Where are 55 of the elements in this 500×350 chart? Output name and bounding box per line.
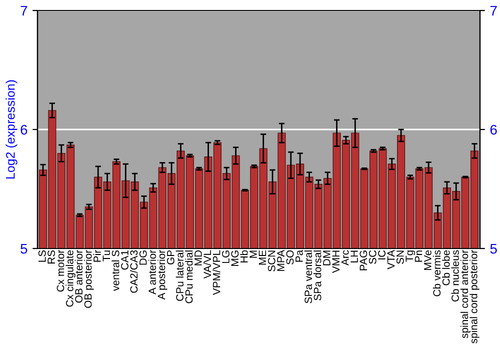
x-tick-label: ventral S (112, 250, 120, 291)
x-tick-label: VPM/VPL (212, 250, 220, 295)
x-tick-label: spinal cord anterior (460, 250, 470, 338)
x-tick-label: ME (258, 250, 266, 265)
y-tick-label: 7 (20, 6, 28, 16)
x-tick-label: LG (222, 250, 230, 263)
x-tick-label: SN (396, 250, 404, 264)
x-tick-label: RS (48, 250, 55, 264)
x-tick-label: Hb (240, 250, 248, 262)
x-tick-label: PAG (360, 250, 368, 270)
x-tick-label: GP (166, 250, 174, 264)
x-tick-label: VA/VL (203, 250, 212, 279)
x-tick-label: OB posterior (84, 250, 94, 308)
y-tick-label: 6 (20, 124, 28, 135)
x-tick-label: VTA (387, 250, 395, 270)
x-tick-label: spinal cord posterior (470, 250, 480, 344)
x-tick-label: Tu (102, 250, 110, 262)
x-tick-label: Cb vermis (432, 250, 441, 296)
x-tick-label: CA1 (121, 250, 128, 270)
x-tick-label: IC (378, 250, 386, 260)
x-tick-label: SPa dorsal (314, 250, 322, 300)
x-tick-label: MPA (277, 250, 284, 271)
y-tick-label: 5 (20, 244, 28, 254)
x-tick-label: LS (38, 250, 46, 262)
x-tick-label: Pir (93, 250, 101, 262)
x-tick-label: Pa (296, 250, 303, 262)
x-tick-label: VMH (332, 250, 340, 273)
x-tick-label: CPu lateral (176, 250, 184, 301)
x-tick-label: Cx motor (56, 250, 64, 292)
x-tick-label: LH (350, 250, 358, 262)
x-tick-label: DG (139, 250, 147, 265)
y-axis-title: Log2 (expression) (6, 80, 18, 178)
x-tick-label: Cb nucleus (451, 250, 459, 302)
x-tick-label: M (250, 250, 257, 258)
x-tick-label: CA2/CA3 (130, 250, 138, 293)
x-tick-label: DM (323, 250, 330, 266)
x-tick-label: A posterior (158, 250, 168, 300)
x-tick-label: SCN (268, 250, 276, 272)
y2-tick-label: 5 (490, 244, 497, 254)
x-tick-label: SO (286, 250, 294, 264)
y2-tick-label: 6 (490, 124, 497, 135)
x-tick-label: A anterior (148, 250, 156, 294)
x-tick-label: SPa ventral (304, 250, 312, 304)
x-tick-label: CPu medial (185, 250, 193, 304)
x-tick-label: SC (368, 250, 376, 264)
y2-tick-label: 7 (490, 6, 497, 16)
x-tick-label: MG (231, 250, 239, 266)
x-tick-label: Pn (414, 250, 422, 262)
x-tick-label: Cb lobe (442, 250, 450, 286)
x-tick-label: Tg (406, 250, 416, 262)
x-tick-label: MVe (424, 250, 432, 270)
x-tick-label: OB anterior (74, 250, 83, 303)
x-tick-label: MD (194, 250, 202, 266)
x-tick-label: Cx cingulate (66, 250, 76, 307)
x-tick-label: Arc (341, 250, 349, 266)
